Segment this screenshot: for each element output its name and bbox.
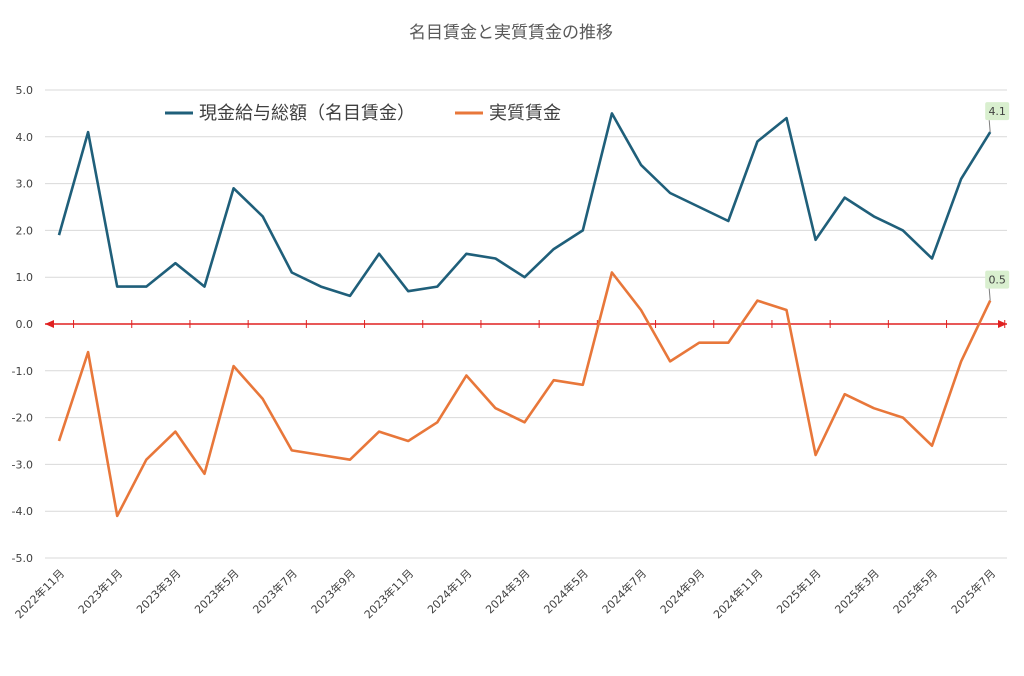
y-tick-label: -2.0	[12, 412, 33, 425]
x-tick-label: 2025年3月	[832, 566, 882, 616]
legend-label: 現金給与総額（名目賃金）	[199, 103, 415, 124]
y-tick-label: 3.0	[16, 178, 34, 191]
y-tick-label: -4.0	[12, 505, 33, 518]
x-tick-label: 2022年11月	[12, 566, 67, 621]
y-tick-label: 2.0	[16, 224, 34, 237]
y-tick-label: -5.0	[12, 552, 33, 565]
callout-box	[985, 270, 1010, 289]
x-tick-label: 2023年5月	[192, 566, 242, 616]
x-tick-label: 2023年11月	[361, 566, 416, 621]
y-tick-label: -1.0	[12, 365, 33, 378]
callout-box	[985, 102, 1010, 121]
legend-label: 実質賃金	[489, 103, 561, 124]
x-tick-label: 2023年3月	[133, 566, 183, 616]
x-tick-label: 2024年3月	[483, 566, 533, 616]
data-callouts: 4.1 0.5	[985, 102, 1010, 301]
callout-label: 0.5	[988, 274, 1006, 287]
x-tick-label: 2025年1月	[774, 566, 824, 616]
x-tick-label: 2024年9月	[657, 566, 707, 616]
series-lines	[57, 112, 992, 518]
callout-leader	[988, 288, 991, 301]
zero-axis	[45, 320, 1007, 328]
callout-label: 4.1	[988, 105, 1006, 118]
x-tick-label: 2024年5月	[541, 566, 591, 616]
y-tick-label: 4.0	[16, 131, 34, 144]
y-tick-label: 5.0	[16, 84, 34, 97]
zero-axis-arrow-right	[998, 320, 1007, 328]
nominal-wage-line	[57, 112, 992, 298]
chart-title: 名目賃金と実質賃金の推移	[409, 23, 613, 43]
x-axis-ticks: 2022年11月 2023年1月 2023年3月 2023年5月 2023年7月 2023…	[12, 566, 998, 621]
legend: 現金給与総額（名目賃金） 実質賃金	[165, 103, 561, 124]
x-tick-label: 2025年7月	[948, 566, 998, 616]
x-tick-label: 2023年9月	[308, 566, 358, 616]
y-axis-ticks: 5.0 4.0 3.0 2.0 1.0 0.0 -1.0 -2.0 -3.0 -4.0 -5.0	[12, 84, 33, 565]
x-tick-label: 2024年7月	[599, 566, 649, 616]
zero-axis-arrow-left	[45, 320, 54, 328]
x-tick-label: 2025年5月	[890, 566, 940, 616]
x-tick-label: 2024年11月	[710, 566, 765, 621]
real-wage-line	[57, 271, 992, 518]
x-tick-label: 2024年1月	[424, 566, 474, 616]
x-tick-label: 2023年7月	[250, 566, 300, 616]
x-tick-label: 2023年1月	[75, 566, 125, 616]
y-tick-label: 1.0	[16, 271, 34, 284]
y-tick-label: 0.0	[16, 318, 34, 331]
y-tick-label: -3.0	[12, 458, 33, 471]
callout-leader	[988, 120, 991, 133]
